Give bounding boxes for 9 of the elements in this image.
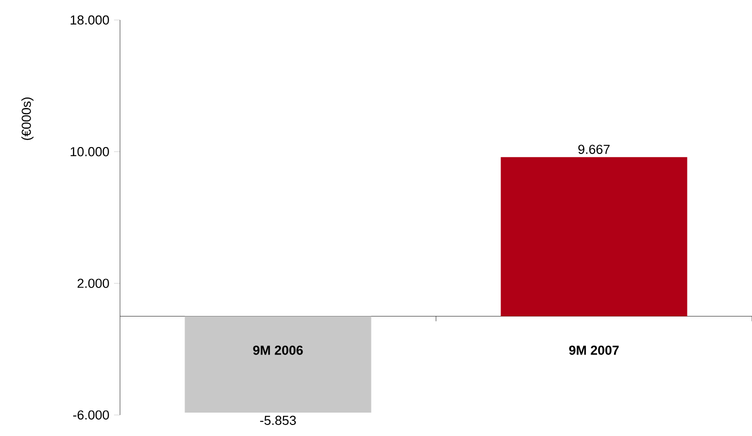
y-tick-label: 10.000 <box>70 147 109 156</box>
data-label: -5.853 <box>260 416 296 425</box>
y-tick-label: 18.000 <box>70 15 109 25</box>
x-tick-label: 9M 2006 <box>253 346 303 355</box>
y-tick-label: -6.000 <box>73 410 109 420</box>
y-tick-label: 2.000 <box>78 278 109 288</box>
data-label: 9.667 <box>578 144 610 154</box>
y-axis-title: (€000s) <box>21 98 34 140</box>
x-tick-label: 9M 2007 <box>569 346 619 355</box>
